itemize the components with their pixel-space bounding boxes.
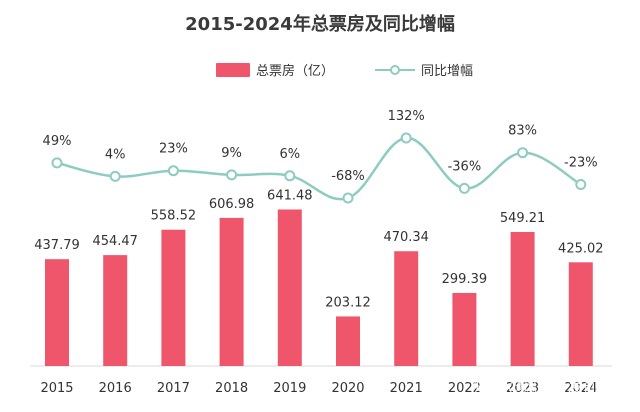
x-tick-2018: 2018 (215, 381, 248, 396)
line-series: 49% 4% 23% 9% 6% -68% 132% -36% 83% -23% (43, 109, 598, 204)
growth-point-2020 (342, 192, 354, 204)
legend-line-marker (390, 65, 400, 75)
bar-label-2015: 437.79 (34, 238, 80, 253)
bar-series: 437.79 454.47 558.52 606.98 641.48 203.12 470.… (34, 188, 604, 366)
bar-label-2020: 203.12 (325, 295, 371, 310)
bar-label-2021: 470.34 (383, 230, 429, 245)
growth-label-2020: -68% (331, 169, 365, 184)
x-axis-ticks: 2015 2016 2017 2018 2019 2020 2021 2022 2023 2024 (40, 381, 597, 396)
x-tick-2017: 2017 (157, 381, 190, 396)
legend-bar-label: 总票房（亿） (256, 63, 334, 79)
bar-label-2018: 606.98 (209, 197, 255, 212)
bar-label-2019: 641.48 (267, 188, 313, 203)
growth-point-2015 (51, 157, 63, 169)
bar-2024 (568, 262, 593, 366)
watermark-text: 知乎 @风起星发创作部 (473, 378, 628, 396)
growth-point-2017 (167, 165, 179, 177)
bar-2015 (45, 259, 69, 366)
bar-2017 (161, 229, 186, 366)
growth-label-2022: -36% (448, 159, 482, 174)
growth-label-2024: -23% (564, 156, 598, 171)
legend-bar-swatch (216, 63, 250, 77)
growth-label-2016: 4% (105, 147, 126, 162)
bar-2019 (277, 209, 302, 366)
growth-label-2021: 132% (388, 109, 425, 124)
growth-point-2021 (400, 132, 412, 144)
chart-title: 2015-2024年总票房及同比增幅 (185, 13, 455, 35)
growth-label-2017: 23% (159, 142, 188, 157)
bar-label-2016: 454.47 (92, 234, 138, 249)
bar-2021 (394, 251, 419, 366)
bar-label-2023: 549.21 (500, 211, 546, 226)
legend: 总票房（亿） 同比增幅 (216, 63, 473, 79)
x-tick-2023: 2023 (506, 381, 539, 396)
growth-line (56, 136, 582, 201)
x-tick-2020: 2020 (331, 381, 364, 396)
bar-2016 (103, 255, 128, 366)
bar-label-2017: 558.52 (151, 209, 197, 224)
bar-2018 (219, 217, 244, 366)
x-tick-2022: 2022 (448, 381, 481, 396)
bar-2023 (510, 231, 535, 366)
bar-2020 (336, 316, 360, 366)
bar-label-2024: 425.02 (558, 241, 604, 256)
bar-2022 (452, 292, 477, 366)
growth-point-2023 (517, 147, 529, 159)
x-tick-2024: 2024 (564, 381, 597, 396)
growth-label-2018: 9% (221, 146, 242, 161)
bar-label-2022: 299.39 (442, 272, 488, 287)
legend-line-label: 同比增幅 (421, 64, 473, 79)
growth-point-2019 (284, 170, 296, 182)
growth-label-2019: 6% (279, 147, 300, 162)
growth-point-2022 (458, 182, 470, 194)
growth-point-2016 (109, 170, 121, 182)
x-tick-2021: 2021 (390, 381, 423, 396)
growth-label-2015: 49% (43, 134, 72, 149)
x-tick-2019: 2019 (273, 381, 306, 396)
growth-point-2024 (575, 179, 587, 190)
growth-label-2023: 83% (508, 124, 537, 139)
x-tick-2015: 2015 (40, 381, 73, 396)
growth-point-2018 (226, 169, 238, 181)
x-tick-2016: 2016 (99, 381, 132, 396)
